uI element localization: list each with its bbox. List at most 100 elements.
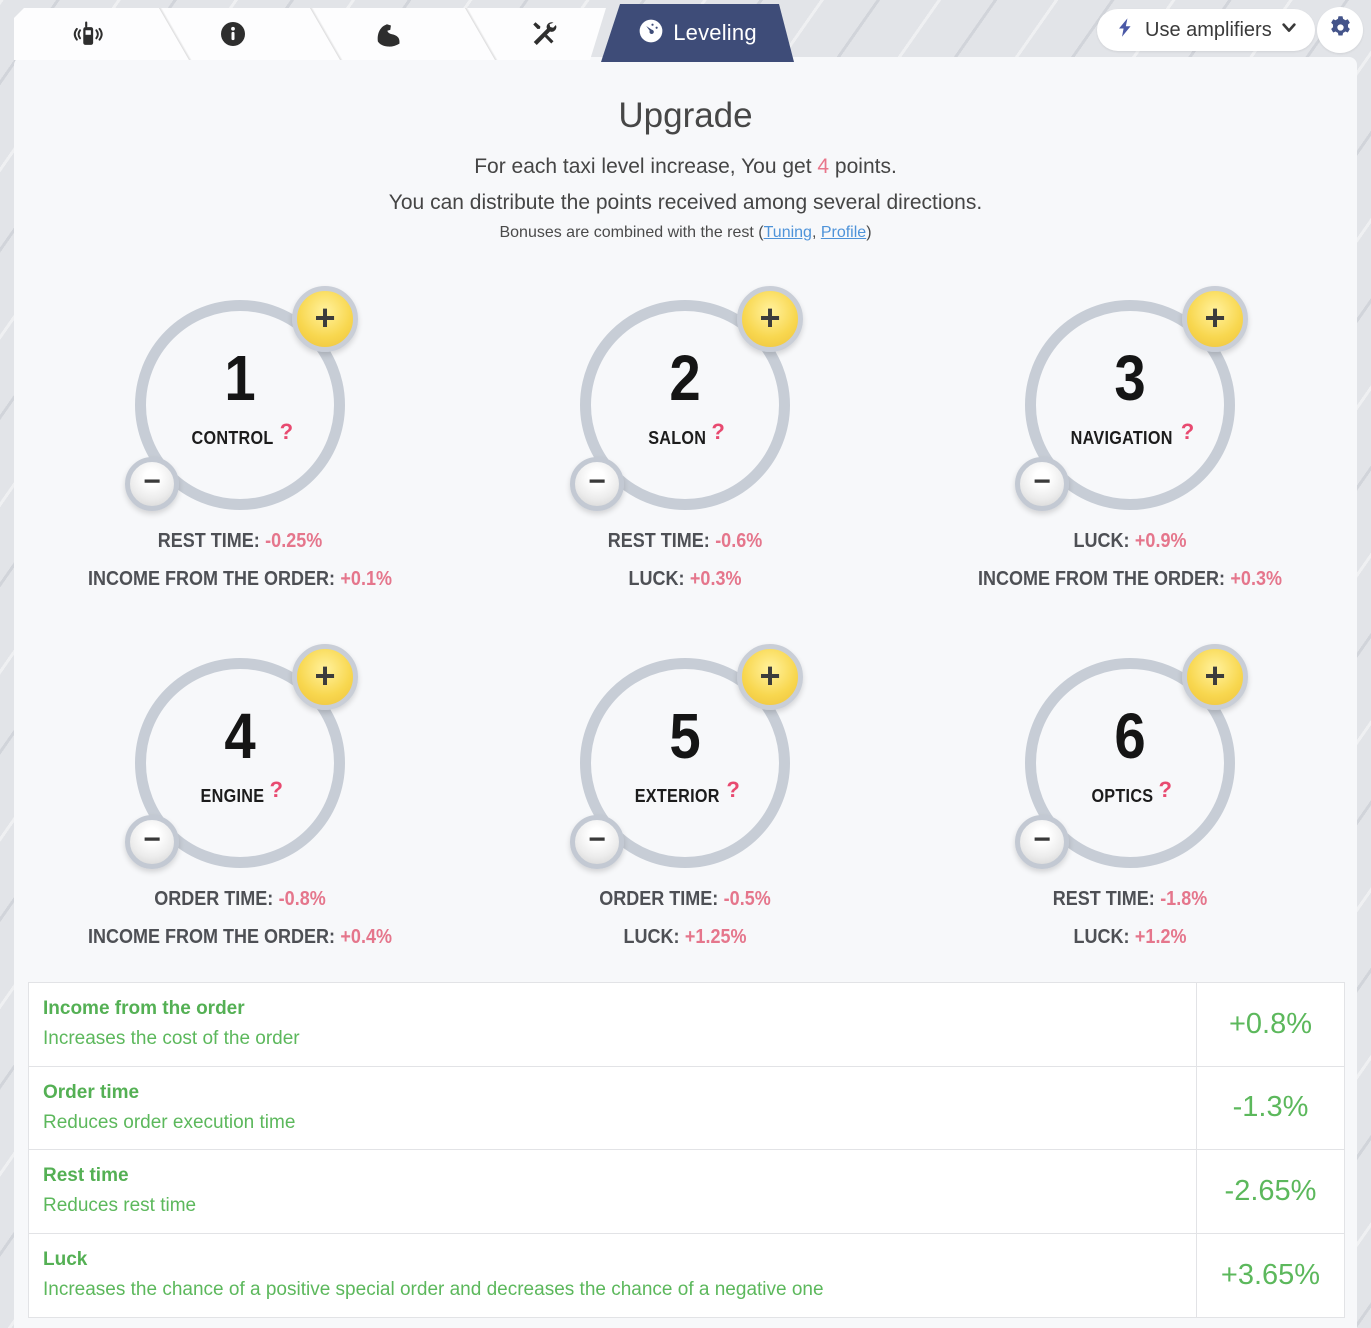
stat-label: INCOME FROM THE ORDER: [88,568,336,590]
tools-icon [528,19,558,49]
stat-line: INCOME FROM THE ORDER: +0.4% [60,918,420,956]
stat-value: -0.5% [723,888,771,910]
use-amplifiers-button[interactable]: Use amplifiers [1097,9,1315,51]
upgrade-stats: ORDER TIME: -0.5% LUCK: +1.25% [485,880,885,956]
minus-icon: − [1033,823,1051,856]
stat-line: REST TIME: -0.25% [60,522,420,560]
upgrade-name-label: NAVIGATION [1071,428,1174,448]
decrease-button[interactable]: − [125,457,179,511]
row-value: -2.65% [1196,1150,1344,1234]
help-button[interactable]: ? [279,419,294,444]
upgrade-card-optics: 6 OPTICS? + − REST TIME: -1.8% LUCK: +1.2% [960,644,1300,956]
upgrade-name-label: ENGINE [200,786,264,806]
upgrade-ring [1025,300,1235,510]
stat-line: LUCK: +0.3% [505,560,865,598]
plus-icon: + [1204,296,1226,338]
stat-label: LUCK: [1073,530,1130,552]
plus-icon: + [1204,654,1226,696]
upgrade-name: EXTERIOR? [515,777,855,808]
stat-label: REST TIME: [607,530,710,552]
tab-info[interactable] [160,8,305,60]
plus-icon: + [314,296,336,338]
increase-button[interactable]: + [737,644,803,710]
stat-label: ORDER TIME: [599,888,719,910]
increase-button[interactable]: + [737,286,803,352]
points-invested: 4 [224,700,256,772]
upgrade-name: SALON? [515,419,855,450]
stat-line: ORDER TIME: -0.8% [60,880,420,918]
stat-value: +0.9% [1134,530,1187,552]
stat-label: LUCK: [628,568,685,590]
increase-button[interactable]: + [1182,286,1248,352]
row-description: Reduces order execution time [43,1111,296,1133]
increase-button[interactable]: + [1182,644,1248,710]
row-description: Reduces rest time [43,1195,197,1216]
upgrade-name: ENGINE? [70,777,410,808]
help-button[interactable]: ? [726,777,741,802]
help-button[interactable]: ? [711,419,726,444]
increase-button[interactable]: + [292,286,358,352]
stat-label: INCOME FROM THE ORDER: [978,568,1226,590]
tab-leveling[interactable]: Leveling [601,4,794,62]
row-value: +0.8% [1196,983,1344,1067]
row-title: Rest time [43,1165,129,1186]
row-title: Order time [43,1081,140,1103]
intro-block: Upgrade For each taxi level increase, Yo… [14,96,1357,242]
plus-icon: + [759,296,781,338]
table-row-luck: Luck Increases the chance of a positive … [29,1234,1196,1318]
decrease-button[interactable]: − [570,815,624,869]
decrease-button[interactable]: − [1015,815,1069,869]
bonus-summary-table: Income from the order Increases the cost… [28,982,1345,1318]
stat-line: REST TIME: -1.8% [950,880,1310,918]
lightning-icon [1115,15,1136,45]
table-row-income: Income from the order Increases the cost… [29,983,1196,1067]
increase-button[interactable]: + [292,644,358,710]
stat-label: REST TIME: [1052,888,1155,910]
help-button[interactable]: ? [1158,777,1173,802]
row-title: Luck [43,1248,88,1270]
tab-leveling-label: Leveling [673,20,757,45]
minus-icon: − [143,823,161,856]
settings-button[interactable] [1317,7,1363,53]
minus-icon: − [1033,465,1051,498]
row-description: Increases the cost of the order [43,1028,300,1049]
help-button[interactable]: ? [269,777,284,802]
stat-value: -1.8% [1160,888,1208,910]
help-button[interactable]: ? [1180,419,1195,444]
points-per-level: 4 [817,155,830,178]
decrease-button[interactable]: − [570,457,624,511]
profile-link[interactable]: Profile [820,224,867,241]
link-separator: , [811,224,821,241]
upgrade-ring [1025,658,1235,868]
upgrade-name: NAVIGATION? [960,419,1300,450]
stat-line: INCOME FROM THE ORDER: +0.3% [950,560,1310,598]
upgrade-card-engine: 4 ENGINE? + − ORDER TIME: -0.8% INCOME FR… [70,644,410,956]
row-value: -1.3% [1196,1066,1344,1150]
points-invested: 6 [1114,700,1146,772]
gauge-icon [638,18,664,49]
stat-line: LUCK: +1.2% [950,918,1310,956]
decrease-button[interactable]: − [125,815,179,869]
info-icon [218,19,248,49]
upgrade-name: OPTICS? [960,777,1300,808]
decrease-button[interactable]: − [1015,457,1069,511]
points-invested: 2 [669,342,701,414]
tab-radio[interactable] [14,8,159,60]
upgrade-card-control: 1 CONTROL? + − REST TIME: -0.25% INCOME F… [70,286,410,598]
stat-line: REST TIME: -0.6% [505,522,865,560]
tab-strength[interactable] [315,8,460,60]
upgrade-ring [135,300,345,510]
stat-value: +0.1% [340,568,392,590]
upgrade-stats: REST TIME: -0.25% INCOME FROM THE ORDER: +… [40,522,440,598]
stat-value: +0.3% [1230,568,1282,590]
tuning-link[interactable]: Tuning [763,224,812,241]
muscle-icon [372,18,404,50]
intro-line1-suffix: points. [829,155,897,178]
upgrade-ring [580,658,790,868]
stat-line: LUCK: +0.9% [950,522,1310,560]
tab-tuning[interactable] [470,8,606,60]
tab-bar [14,8,606,60]
page-title: Upgrade [618,96,753,135]
intro-line3: Bonuses are combined with the rest (Tuni… [14,224,1357,242]
